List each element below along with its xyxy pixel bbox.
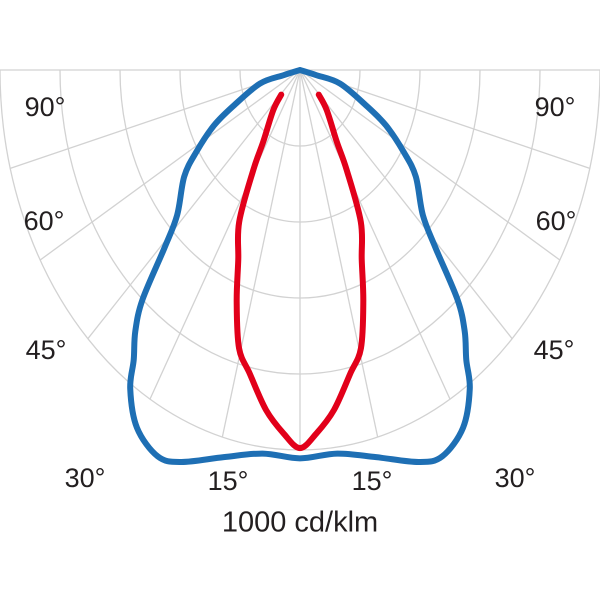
svg-text:45°: 45° bbox=[26, 335, 67, 365]
svg-text:60°: 60° bbox=[24, 206, 65, 236]
svg-text:15°: 15° bbox=[208, 466, 249, 496]
svg-text:90°: 90° bbox=[25, 92, 66, 122]
svg-text:60°: 60° bbox=[536, 206, 577, 236]
svg-text:45°: 45° bbox=[534, 335, 575, 365]
svg-text:15°: 15° bbox=[352, 466, 393, 496]
svg-text:30°: 30° bbox=[65, 463, 106, 493]
svg-text:30°: 30° bbox=[495, 463, 536, 493]
svg-text:90°: 90° bbox=[535, 92, 576, 122]
svg-text:1000 cd/klm: 1000 cd/klm bbox=[222, 507, 378, 539]
